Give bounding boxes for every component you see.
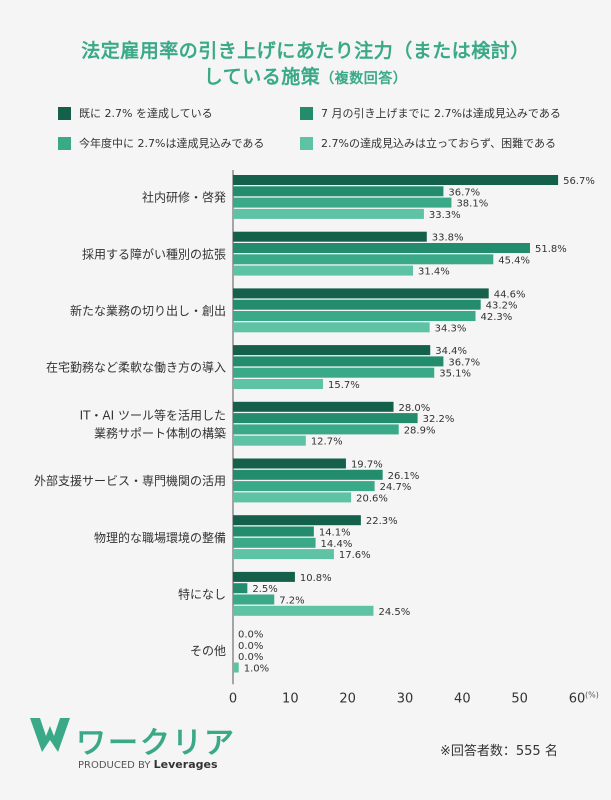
bar bbox=[233, 243, 530, 253]
category-label: その他 bbox=[190, 644, 226, 658]
bar bbox=[233, 572, 295, 582]
category-label: 特になし bbox=[178, 587, 226, 602]
data-label: 42.3% bbox=[481, 312, 513, 323]
bar bbox=[233, 266, 413, 276]
data-label: 33.3% bbox=[429, 210, 461, 221]
data-label: 14.4% bbox=[321, 539, 353, 550]
data-label: 26.1% bbox=[388, 471, 420, 482]
data-label: 45.4% bbox=[498, 255, 530, 266]
data-label: 28.9% bbox=[404, 425, 436, 436]
x-unit-label: (%) bbox=[585, 690, 599, 699]
bar bbox=[233, 175, 558, 185]
data-label: 0.0% bbox=[238, 641, 263, 652]
data-label: 1.0% bbox=[244, 664, 269, 675]
bar bbox=[233, 254, 493, 264]
data-label: 22.3% bbox=[366, 516, 398, 527]
data-label: 20.6% bbox=[356, 493, 388, 504]
data-label: 0.0% bbox=[238, 652, 263, 663]
data-label: 17.6% bbox=[339, 550, 371, 561]
bar bbox=[233, 368, 434, 378]
data-label: 15.7% bbox=[328, 380, 360, 391]
logo-icon bbox=[30, 718, 70, 756]
data-label: 14.1% bbox=[319, 528, 351, 539]
bar bbox=[233, 424, 399, 434]
x-tick-label: 10 bbox=[282, 691, 299, 706]
data-label: 56.7% bbox=[563, 176, 595, 187]
data-label: 24.7% bbox=[380, 482, 412, 493]
bar bbox=[233, 379, 323, 389]
data-label: 35.1% bbox=[439, 369, 471, 380]
category-label: IT・AI ツール等を活用した業務サポート体制の構築 bbox=[80, 408, 226, 440]
data-label: 28.0% bbox=[399, 403, 431, 414]
bar bbox=[233, 345, 430, 355]
bar bbox=[233, 186, 443, 196]
data-label: 34.4% bbox=[435, 346, 467, 357]
category-label: 新たな業務の切り出し・創出 bbox=[70, 303, 226, 318]
bar bbox=[233, 481, 375, 491]
produced-by: PRODUCED BY Leverages bbox=[78, 758, 218, 771]
bar bbox=[233, 322, 430, 332]
category-label: 外部支援サービス・専門機関の活用 bbox=[34, 473, 226, 488]
data-label: 44.6% bbox=[494, 289, 526, 300]
bar bbox=[233, 413, 418, 423]
bar bbox=[233, 538, 316, 548]
data-label: 32.2% bbox=[423, 414, 455, 425]
bar bbox=[233, 436, 306, 446]
x-tick-label: 0 bbox=[229, 691, 237, 706]
data-label: 10.8% bbox=[300, 573, 332, 584]
bar bbox=[233, 402, 394, 412]
bar bbox=[233, 300, 481, 310]
logo-text: ワークリア bbox=[76, 718, 236, 762]
bar bbox=[233, 288, 489, 298]
bar bbox=[233, 356, 443, 366]
category-label: 社内研修・啓発 bbox=[142, 190, 226, 205]
category-label: 採用する障がい種別の拡張 bbox=[82, 246, 226, 261]
respondent-count: ※回答者数：555 名 bbox=[440, 740, 558, 759]
data-label: 36.7% bbox=[448, 357, 480, 368]
bar bbox=[233, 595, 274, 605]
data-label: 24.5% bbox=[378, 607, 410, 618]
x-tick-label: 40 bbox=[454, 691, 471, 706]
x-tick-label: 20 bbox=[339, 691, 356, 706]
data-label: 2.5% bbox=[252, 584, 277, 595]
data-label: 19.7% bbox=[351, 460, 383, 471]
bar bbox=[233, 209, 424, 219]
bar bbox=[233, 470, 383, 480]
data-label: 36.7% bbox=[448, 187, 480, 198]
bar bbox=[233, 549, 334, 559]
bar bbox=[233, 606, 373, 616]
data-label: 38.1% bbox=[456, 199, 488, 210]
x-tick-label: 30 bbox=[397, 691, 414, 706]
produced-label: PRODUCED BY bbox=[78, 760, 150, 771]
bar bbox=[233, 311, 476, 321]
category-label: 在宅勤務など柔軟な働き方の導入 bbox=[46, 360, 226, 375]
x-tick-label: 60 bbox=[569, 691, 586, 706]
data-label: 34.3% bbox=[435, 323, 467, 334]
bar bbox=[233, 527, 314, 537]
data-label: 51.8% bbox=[535, 244, 567, 255]
bar bbox=[233, 198, 451, 208]
x-tick-label: 50 bbox=[511, 691, 528, 706]
bar bbox=[233, 515, 361, 525]
bar bbox=[233, 583, 247, 593]
data-label: 12.7% bbox=[311, 437, 343, 448]
data-label: 31.4% bbox=[418, 267, 450, 278]
data-label: 0.0% bbox=[238, 630, 263, 641]
bar bbox=[233, 459, 346, 469]
bar bbox=[233, 492, 351, 502]
category-label: 物理的な職場環境の整備 bbox=[94, 530, 226, 545]
bar bbox=[233, 232, 427, 242]
data-label: 33.8% bbox=[432, 233, 464, 244]
data-label: 7.2% bbox=[279, 596, 304, 607]
produced-brand: Leverages bbox=[154, 758, 218, 771]
data-label: 43.2% bbox=[486, 301, 518, 312]
bar bbox=[233, 663, 239, 673]
